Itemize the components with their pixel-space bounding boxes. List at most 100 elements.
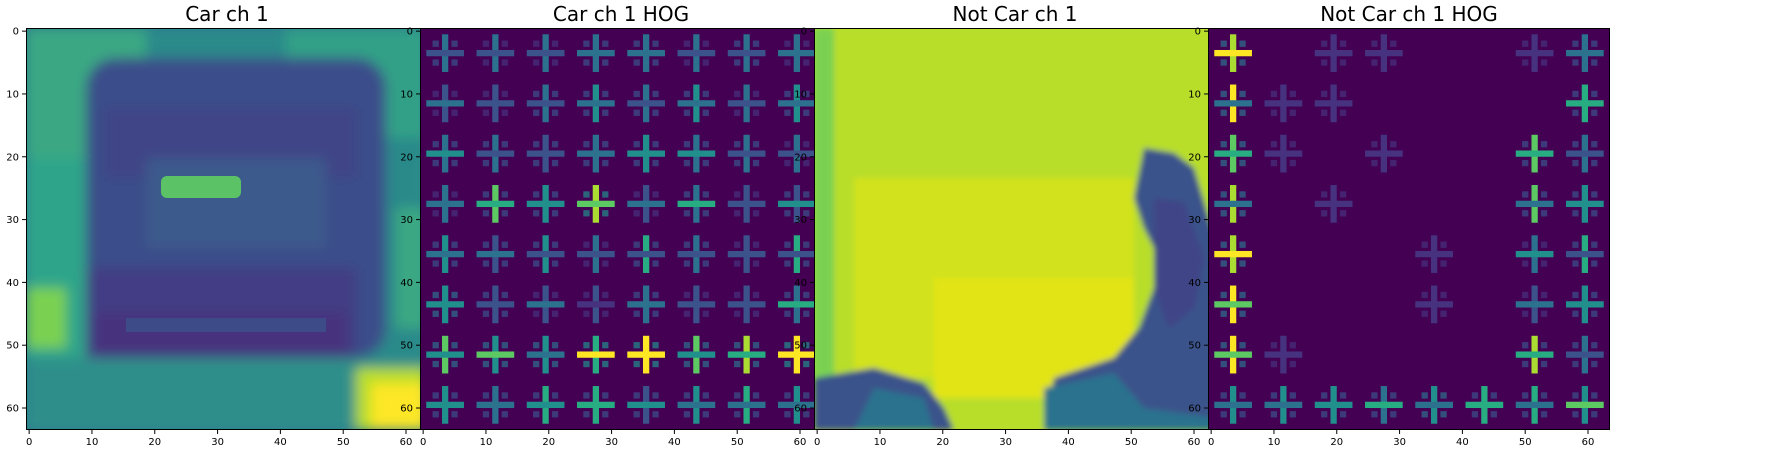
hog-bar — [432, 210, 439, 217]
hog-bar — [752, 40, 760, 47]
hog-bar — [633, 109, 640, 116]
hog-bar — [426, 301, 464, 308]
hog-bar — [577, 49, 615, 57]
hog-bar — [1289, 360, 1296, 368]
hog-bar — [1540, 260, 1548, 267]
hog-bar — [1220, 291, 1227, 299]
hog-bar — [784, 360, 791, 368]
hog-bar — [1270, 392, 1278, 399]
hog-bar — [727, 49, 766, 57]
hog-bar — [778, 150, 816, 157]
hog-bar — [677, 49, 716, 57]
hog-bar — [482, 191, 490, 198]
hog-bar — [1572, 360, 1579, 368]
hog-bar — [602, 159, 609, 167]
hog-bar — [451, 210, 458, 217]
hog-bar — [583, 159, 590, 167]
hog-bar — [627, 351, 665, 358]
hog-bar — [583, 241, 590, 248]
hog-bar — [752, 411, 760, 418]
hog-bar — [1321, 191, 1328, 198]
hog-bar — [551, 191, 559, 198]
hog-bar — [526, 49, 565, 57]
hog-bar — [583, 191, 590, 198]
hog-bar — [602, 310, 609, 317]
hog-bar — [784, 90, 791, 98]
hog-bar — [501, 40, 508, 47]
hog-bar — [1572, 310, 1579, 317]
hog-bar — [1289, 159, 1296, 167]
hog-bar — [1314, 401, 1353, 409]
hog-bar — [1540, 291, 1548, 299]
hog-bar — [633, 411, 640, 418]
hog-bar — [451, 411, 458, 418]
hog-bar — [583, 210, 590, 217]
hog-bar — [1239, 109, 1246, 116]
hog-bar — [803, 159, 810, 167]
hog-bar — [526, 100, 565, 107]
hog-bar — [1572, 59, 1579, 66]
hog-bar — [1339, 40, 1347, 47]
hog-bar — [1522, 241, 1529, 248]
hog-bar — [1421, 310, 1428, 317]
hog-bar — [1522, 210, 1529, 217]
hog-bar — [1339, 411, 1347, 418]
hog-bar — [727, 250, 766, 258]
hog-bar — [602, 40, 609, 47]
hog-bar — [752, 159, 760, 167]
hog-bar — [551, 260, 559, 267]
hog-bar — [526, 200, 565, 208]
hog-bar — [1572, 241, 1579, 248]
hog-bar — [803, 141, 810, 148]
hog-bar — [702, 90, 709, 98]
hog-bar — [734, 90, 741, 98]
hog-bar — [1220, 342, 1227, 349]
hog-bar — [1572, 159, 1579, 167]
hog-bar — [602, 141, 609, 148]
hog-bar — [1214, 100, 1252, 107]
hog-bar — [683, 360, 691, 368]
panel-title: Car ch 1 — [185, 2, 269, 26]
hog-bar — [432, 360, 439, 368]
hog-bar — [702, 191, 709, 198]
hog-bar — [752, 210, 760, 217]
hog-bar — [1220, 241, 1227, 248]
panel-car-hog: Car ch 1 HOG — [394, 0, 822, 452]
hog-bar — [633, 159, 640, 167]
hog-bar — [1390, 392, 1397, 399]
hog-bar — [1490, 411, 1497, 418]
hog-bar — [533, 392, 540, 399]
hog-bar — [702, 342, 709, 349]
hog-bar — [551, 40, 559, 47]
hog-bar — [803, 310, 810, 317]
hog-bar — [1339, 191, 1347, 198]
hog-bar — [1390, 141, 1397, 148]
hog-bar — [482, 360, 490, 368]
hog-bar — [1591, 40, 1598, 47]
hog-bar — [451, 360, 458, 368]
hog-bar — [1321, 40, 1328, 47]
hog-bar — [1572, 411, 1579, 418]
hog-bar — [702, 59, 709, 66]
hog-bar — [602, 360, 609, 368]
hog-bar — [482, 241, 490, 248]
hog-bar — [1371, 141, 1378, 148]
hog-bar — [602, 342, 609, 349]
hog-bar — [652, 342, 659, 349]
hog-bar — [1239, 360, 1246, 368]
hog-bar — [533, 360, 540, 368]
hog-bar — [1540, 310, 1548, 317]
hog-bar — [1572, 109, 1579, 116]
hog-bar — [501, 210, 508, 217]
hog-bar — [602, 260, 609, 267]
hog-bar — [551, 159, 559, 167]
hog-bar — [778, 200, 816, 208]
panel-car-ch1: Car ch 1 — [0, 0, 428, 452]
hog-bar — [432, 40, 439, 47]
hog-bar — [1220, 360, 1227, 368]
hog-bar — [533, 159, 540, 167]
hog-bar — [551, 310, 559, 317]
hog-bar — [803, 291, 810, 299]
hog-bar — [583, 310, 590, 317]
hog-bar — [752, 191, 760, 198]
